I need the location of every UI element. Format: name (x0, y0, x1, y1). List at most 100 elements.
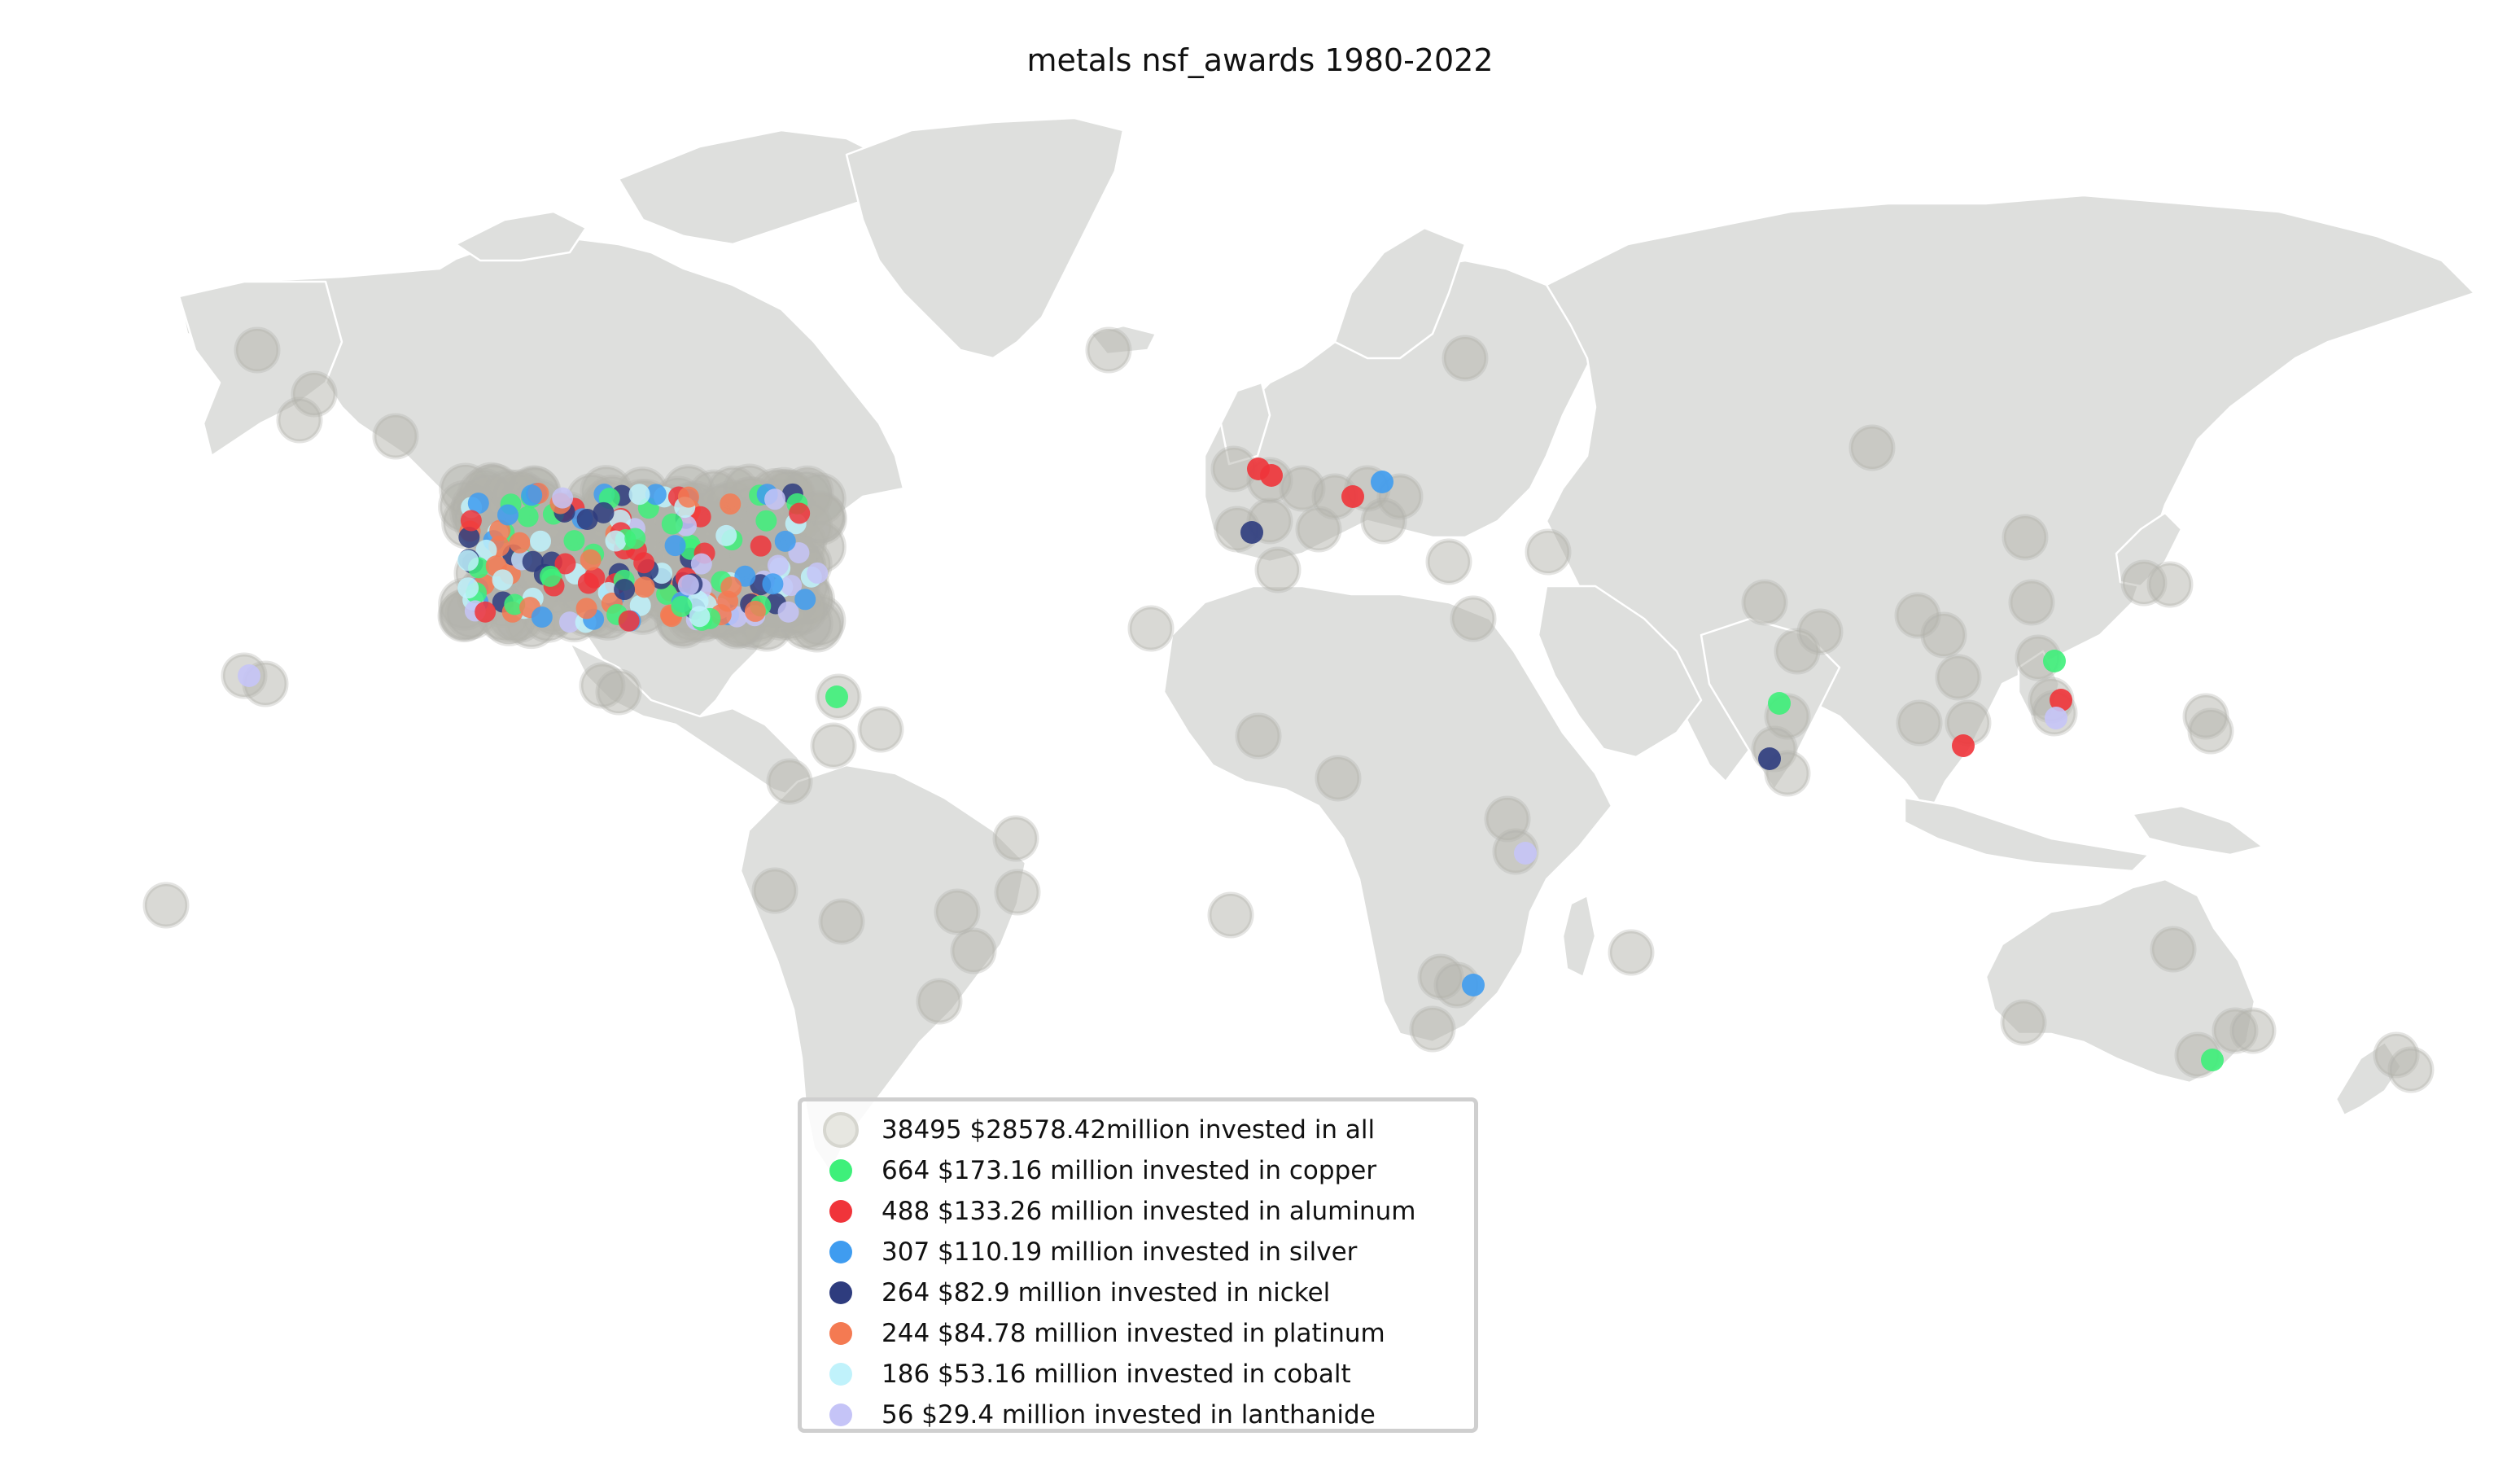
marker-copper (2043, 650, 2066, 672)
marker-copper (540, 565, 562, 587)
marker-lanthanide (767, 554, 789, 576)
africa (1162, 585, 1613, 1044)
legend-label-nickel: 264 $82.9 million invested in nickel (882, 1278, 1331, 1307)
all-award-marker (1796, 608, 1844, 655)
legend-marker-copper (829, 1159, 852, 1182)
all-award-marker (1920, 611, 1967, 659)
marker-nickel (458, 526, 480, 548)
marker-silver (645, 484, 667, 506)
indonesia (1903, 796, 2150, 873)
all-award-marker (1608, 929, 1655, 976)
arctic-islands (617, 129, 897, 246)
marker-cobalt (492, 569, 514, 591)
marker-cobalt (457, 550, 479, 571)
marker-silver (664, 535, 686, 557)
marker-copper (661, 513, 683, 535)
legend-item-all: 38495 $28578.42million invested in all (802, 1110, 1474, 1150)
marker-lanthanide (558, 611, 580, 633)
marker-silver (531, 607, 553, 628)
legend-label-aluminum: 488 $133.26 million invested in aluminum (882, 1197, 1416, 1226)
legend-marker-nickel (829, 1281, 852, 1304)
marker-copper (563, 530, 585, 552)
all-award-marker (950, 927, 997, 974)
marker-copper (2201, 1049, 2224, 1071)
marker-platinum (720, 576, 742, 598)
legend-item-platinum: 244 $84.78 million invested in platinum (802, 1313, 1474, 1354)
marker-silver (497, 504, 518, 526)
legend-label-platinum: 244 $84.78 million invested in platinum (882, 1319, 1385, 1348)
marker-platinum (575, 598, 597, 620)
all-award-marker (810, 722, 857, 769)
marker-platinum (509, 532, 531, 554)
marker-nickel (1240, 521, 1263, 544)
all-award-marker (234, 326, 281, 374)
marker-nickel (1758, 747, 1781, 770)
marker-lanthanide (726, 606, 748, 628)
marker-platinum (580, 549, 602, 571)
marker-aluminum (475, 601, 497, 623)
marker-cobalt (530, 530, 552, 552)
all-award-marker (994, 869, 1041, 916)
all-award-marker (1360, 497, 1407, 545)
all-award-marker (2008, 579, 2055, 626)
scandinavia (1333, 226, 1467, 360)
marker-platinum (677, 486, 699, 508)
all-award-marker (992, 815, 1039, 862)
marker-aluminum (2050, 689, 2072, 712)
marker-aluminum (460, 510, 482, 532)
all-award-marker (1450, 595, 1497, 642)
marker-aluminum (584, 567, 606, 589)
marker-nickel (593, 501, 615, 523)
all-award-marker (916, 978, 963, 1025)
all-award-marker (1896, 699, 1943, 747)
new-guinea (2131, 804, 2264, 856)
all-award-marker (595, 668, 642, 716)
marker-aluminum (1341, 485, 1364, 508)
marker-lanthanide (777, 601, 799, 623)
arctic-islands-2 (454, 210, 588, 262)
marker-copper (624, 528, 646, 550)
madagascar (1561, 894, 1597, 979)
all-award-marker (1127, 605, 1175, 652)
marker-lanthanide (677, 574, 699, 596)
marker-lanthanide (2045, 707, 2067, 729)
marker-silver (1462, 974, 1485, 996)
marker-nickel (576, 509, 598, 531)
marker-copper (755, 510, 777, 532)
all-award-marker (2146, 561, 2194, 608)
all-award-marker (1525, 528, 1572, 576)
marker-lanthanide (690, 553, 712, 575)
all-award-marker (1425, 538, 1472, 585)
all-award-marker (1935, 654, 1982, 701)
all-award-marker (2000, 999, 2047, 1046)
greenland (845, 116, 1125, 360)
marker-aluminum (750, 535, 772, 557)
all-award-marker (1848, 424, 1896, 471)
marker-platinum (744, 600, 766, 622)
all-award-marker (2187, 707, 2234, 755)
marker-cobalt (689, 606, 711, 628)
all-award-marker (2002, 514, 2049, 561)
marker-lanthanide (552, 487, 574, 509)
all-award-marker (1409, 1005, 1456, 1053)
all-award-marker (372, 413, 419, 460)
marker-copper (671, 595, 693, 617)
marker-aluminum (789, 502, 811, 524)
all-award-marker (766, 758, 813, 805)
marker-platinum (633, 576, 655, 598)
legend-marker-silver (829, 1241, 852, 1263)
marker-silver (794, 589, 816, 611)
marker-cobalt (629, 594, 651, 616)
marker-platinum (489, 519, 511, 541)
legend-label-copper: 664 $173.16 million invested in copper (882, 1156, 1377, 1185)
legend-item-lanthanide: 56 $29.4 million invested in lanthanide (802, 1395, 1474, 1435)
legend-item-nickel: 264 $82.9 million invested in nickel (802, 1272, 1474, 1313)
marker-cobalt (715, 524, 737, 546)
marker-lanthanide (807, 562, 829, 584)
marker-cobalt (687, 590, 709, 612)
legend-marker-platinum (829, 1322, 852, 1345)
all-award-marker (142, 882, 190, 929)
marker-lanthanide (764, 488, 786, 510)
